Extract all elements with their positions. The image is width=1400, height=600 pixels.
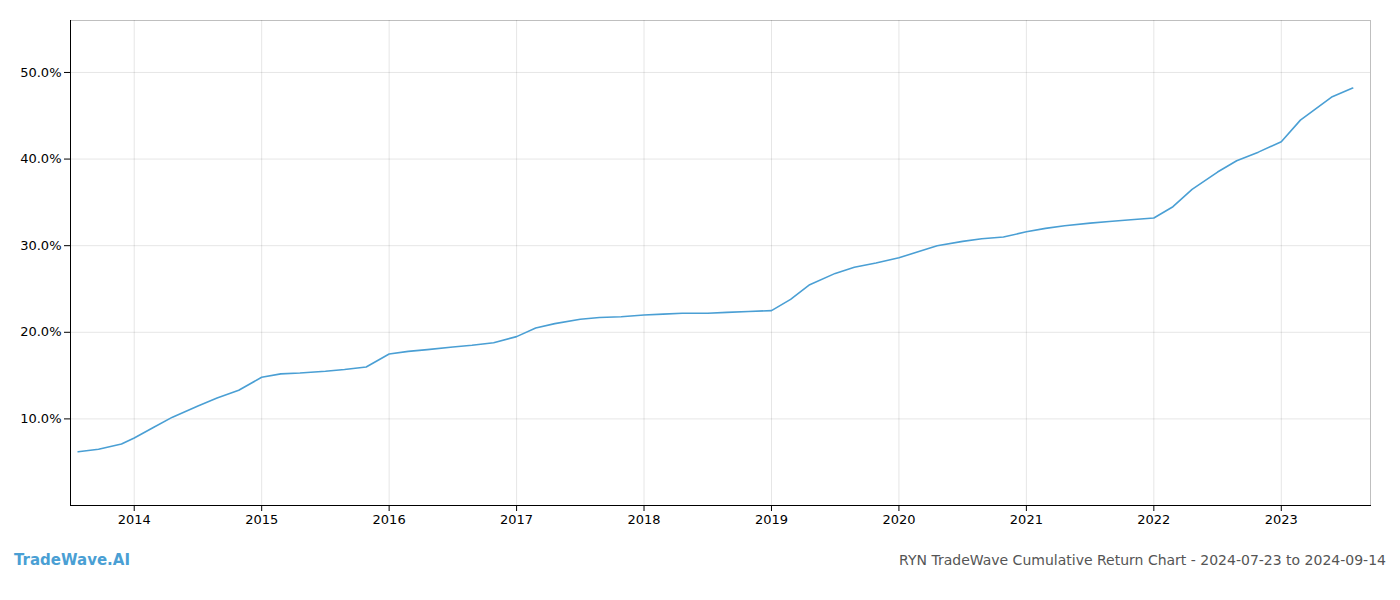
svg-text:20.0%: 20.0%	[20, 324, 61, 339]
svg-text:2016: 2016	[373, 512, 406, 527]
html-text:RYN TradeWave Cumulative Retur: RYN TradeWave Cumulative Return Chart - …	[899, 552, 1386, 568]
svg-text:2018: 2018	[627, 512, 660, 527]
svg-text:2015: 2015	[245, 512, 278, 527]
svg-text:2014: 2014	[118, 512, 151, 527]
html-text:TradeWave.AI: TradeWave.AI	[14, 551, 130, 569]
svg-text:2022: 2022	[1137, 512, 1170, 527]
svg-text:2021: 2021	[1010, 512, 1043, 527]
svg-text:2020: 2020	[882, 512, 915, 527]
svg-text:40.0%: 40.0%	[20, 151, 61, 166]
svg-text:50.0%: 50.0%	[20, 65, 61, 80]
svg-text:30.0%: 30.0%	[20, 238, 61, 253]
svg-text:2023: 2023	[1265, 512, 1298, 527]
svg-text:2017: 2017	[500, 512, 533, 527]
svg-text:10.0%: 10.0%	[20, 411, 61, 426]
svg-text:2019: 2019	[755, 512, 788, 527]
